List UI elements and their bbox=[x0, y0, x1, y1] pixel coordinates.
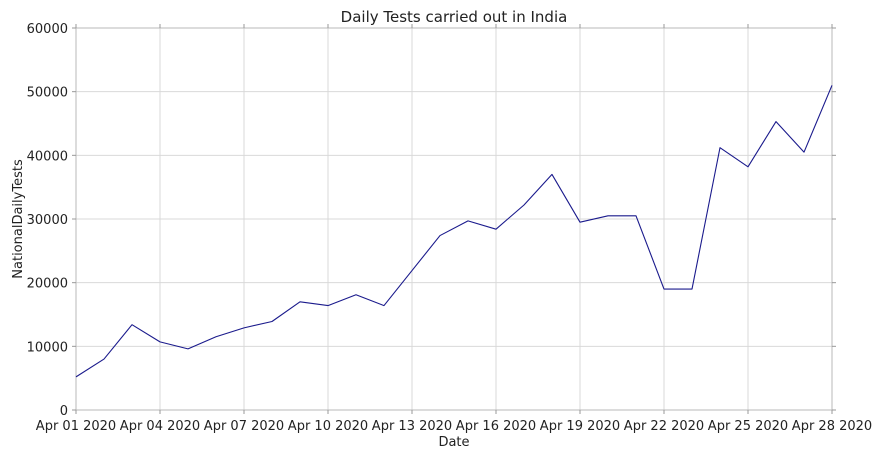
x-tick-label: Apr 10 2020 bbox=[288, 419, 368, 434]
y-tick-label: 50000 bbox=[27, 86, 68, 101]
y-axis-label: NationalDailyTests bbox=[11, 159, 26, 279]
x-axis-label: Date bbox=[438, 435, 469, 450]
y-tick-label: 10000 bbox=[27, 340, 68, 355]
x-tick-label: Apr 01 2020 bbox=[36, 419, 116, 434]
series-line bbox=[75, 85, 833, 378]
y-tick-label: 40000 bbox=[27, 149, 68, 164]
axis-ticks bbox=[72, 24, 836, 414]
x-tick-label: Apr 28 2020 bbox=[792, 419, 872, 434]
x-tick-label: Apr 07 2020 bbox=[204, 419, 284, 434]
y-tick-label: 30000 bbox=[27, 213, 68, 228]
y-tick-label: 60000 bbox=[27, 22, 68, 37]
x-tick-label: Apr 22 2020 bbox=[624, 419, 704, 434]
x-tick-label: Apr 16 2020 bbox=[456, 419, 536, 434]
chart-title: Daily Tests carried out in India bbox=[341, 8, 568, 26]
x-tick-label: Apr 19 2020 bbox=[540, 419, 620, 434]
x-tick-label: Apr 13 2020 bbox=[372, 419, 452, 434]
tick-labels: 0 10000 20000 30000 40000 50000 60000 Apr 01 20… bbox=[27, 22, 873, 434]
y-tick-label: 0 bbox=[60, 404, 68, 419]
x-tick-label: Apr 04 2020 bbox=[120, 419, 200, 434]
y-tick-label: 20000 bbox=[27, 277, 68, 292]
x-tick-label: Apr 25 2020 bbox=[708, 419, 788, 434]
series-group bbox=[75, 85, 833, 378]
gridlines bbox=[75, 27, 833, 411]
